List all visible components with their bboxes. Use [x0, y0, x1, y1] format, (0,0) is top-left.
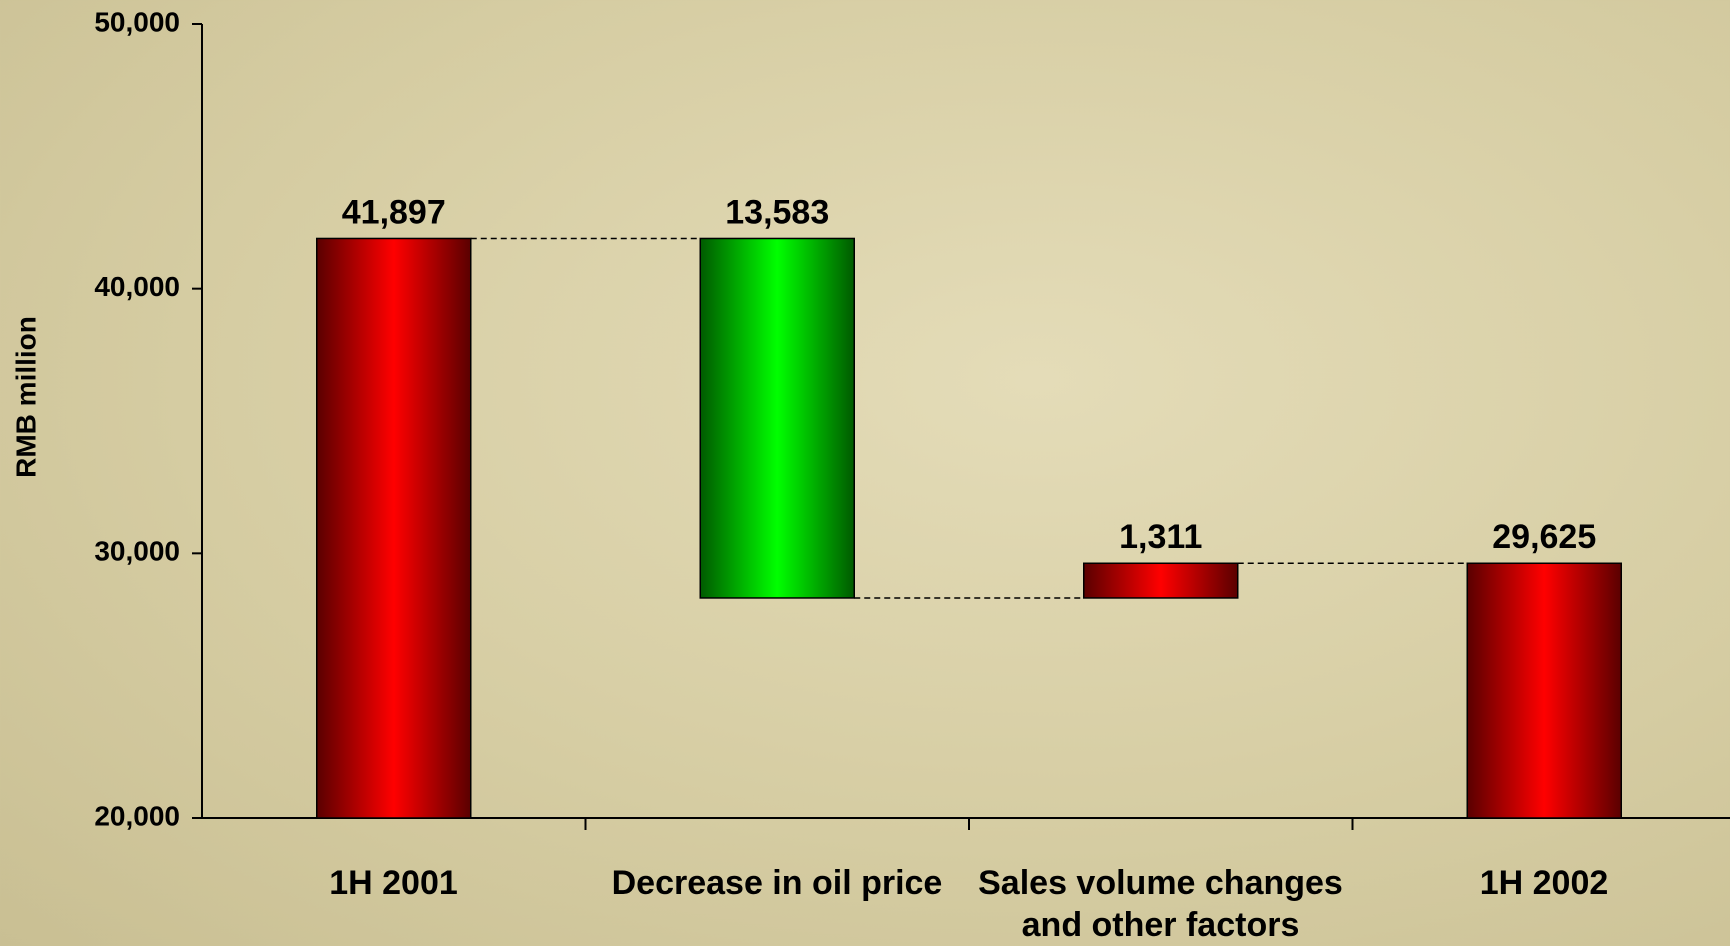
value-label: 41,897	[342, 193, 446, 231]
x-tick-label: 1H 2002	[1353, 862, 1730, 904]
x-tick-label: Decrease in oil price	[586, 862, 969, 904]
bar	[317, 238, 471, 818]
value-label: 13,583	[725, 193, 829, 231]
value-label: 1,311	[1119, 518, 1202, 556]
value-label: 29,625	[1492, 518, 1596, 556]
bar	[1084, 563, 1238, 598]
y-tick-label: 50,000	[94, 6, 180, 37]
y-axis-title: RMB million	[10, 316, 41, 478]
chart: RMB million 20,000 30,000 40,000 50,000 41,8…	[0, 0, 1730, 946]
x-tick-label: Sales volume changes and other factors	[969, 862, 1352, 946]
bar	[700, 238, 854, 597]
bar	[1467, 563, 1621, 818]
page: RMB million 20,000 30,000 40,000 50,000 41,8…	[0, 0, 1730, 946]
y-tick-label: 20,000	[94, 800, 180, 831]
y-tick-label: 40,000	[94, 271, 180, 302]
y-tick-label: 30,000	[94, 536, 180, 567]
x-tick-label: 1H 2001	[202, 862, 585, 904]
